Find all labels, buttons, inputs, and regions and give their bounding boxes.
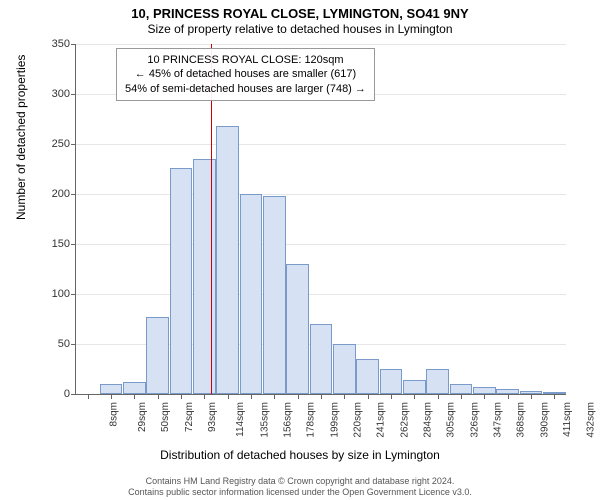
histogram-bar [263,196,286,394]
x-tick [274,394,275,399]
x-tick [88,394,89,399]
grid-line [76,194,566,195]
chart-container: 10, PRINCESS ROYAL CLOSE, LYMINGTON, SO4… [0,0,600,500]
x-tick [251,394,252,399]
x-tick [554,394,555,399]
x-tick-label: 114sqm [235,402,246,437]
x-tick [438,394,439,399]
histogram-bar [146,317,169,394]
x-tick-label: 199sqm [329,402,340,438]
y-tick [71,394,76,395]
footer-line-1: Contains HM Land Registry data © Crown c… [0,476,600,487]
x-tick-label: 29sqm [137,402,148,432]
histogram-bar [123,382,146,394]
y-tick [71,44,76,45]
histogram-bar [356,359,379,394]
footer-line-2: Contains public sector information licen… [0,487,600,498]
histogram-bar [380,369,403,394]
y-tick [71,194,76,195]
histogram-bar [403,380,426,394]
info-line-size: 10 PRINCESS ROYAL CLOSE: 120sqm [125,53,366,67]
x-tick [531,394,532,399]
y-tick [71,144,76,145]
y-tick [71,244,76,245]
x-tick [508,394,509,399]
info-line-larger: 54% of semi-detached houses are larger (… [125,82,366,96]
x-tick-label: 347sqm [493,402,504,438]
x-tick-label: 241sqm [376,402,387,438]
x-tick-label: 432sqm [586,402,597,438]
histogram-bar [100,384,123,394]
x-tick-label: 326sqm [469,402,480,438]
y-tick [71,344,76,345]
histogram-bar [333,344,356,394]
x-tick [181,394,182,399]
x-tick [368,394,369,399]
y-tick [71,94,76,95]
x-tick [414,394,415,399]
y-tick-label: 300 [40,88,70,100]
x-tick-label: 178sqm [306,402,317,438]
grid-line [76,44,566,45]
grid-line [76,244,566,245]
y-tick-label: 200 [40,188,70,200]
page-title: 10, PRINCESS ROYAL CLOSE, LYMINGTON, SO4… [0,0,600,21]
x-tick [111,394,112,399]
histogram-bar [473,387,496,394]
info-box: 10 PRINCESS ROYAL CLOSE: 120sqm ← 45% of… [116,48,375,101]
x-tick-label: 305sqm [446,402,457,438]
x-tick [344,394,345,399]
x-tick [134,394,135,399]
y-tick-label: 250 [40,138,70,150]
y-tick-label: 350 [40,38,70,50]
y-tick-label: 150 [40,238,70,250]
footer: Contains HM Land Registry data © Crown c… [0,476,600,498]
y-tick-label: 100 [40,288,70,300]
x-tick [321,394,322,399]
y-tick [71,294,76,295]
x-tick-label: 390sqm [539,402,550,438]
y-tick-label: 0 [40,388,70,400]
histogram-bar [170,168,193,394]
x-tick-label: 50sqm [160,402,171,432]
x-tick-label: 156sqm [283,402,294,438]
x-tick [298,394,299,399]
x-axis-label: Distribution of detached houses by size … [0,448,600,462]
y-tick-label: 50 [40,338,70,350]
histogram-bar [286,264,309,394]
x-tick-label: 135sqm [259,402,270,438]
x-tick [204,394,205,399]
x-tick-label: 72sqm [184,402,195,432]
x-tick [391,394,392,399]
histogram-bar [240,194,263,394]
histogram-bar [450,384,473,394]
x-tick-label: 368sqm [516,402,527,438]
y-axis-label: Number of detached properties [14,55,28,220]
x-tick [228,394,229,399]
x-tick-label: 284sqm [423,402,434,438]
x-tick [158,394,159,399]
x-tick-label: 220sqm [353,402,364,438]
histogram-bar [193,159,216,394]
x-tick [461,394,462,399]
x-tick-label: 411sqm [562,402,573,437]
x-tick-label: 93sqm [207,402,218,432]
grid-line [76,294,566,295]
info-line-smaller: ← 45% of detached houses are smaller (61… [125,67,366,81]
histogram-bar [310,324,333,394]
x-tick [484,394,485,399]
histogram-bar [426,369,449,394]
x-tick-label: 8sqm [108,402,119,426]
x-tick-label: 262sqm [399,402,410,438]
chart-subtitle: Size of property relative to detached ho… [0,21,600,36]
grid-line [76,144,566,145]
histogram-bar [216,126,239,394]
